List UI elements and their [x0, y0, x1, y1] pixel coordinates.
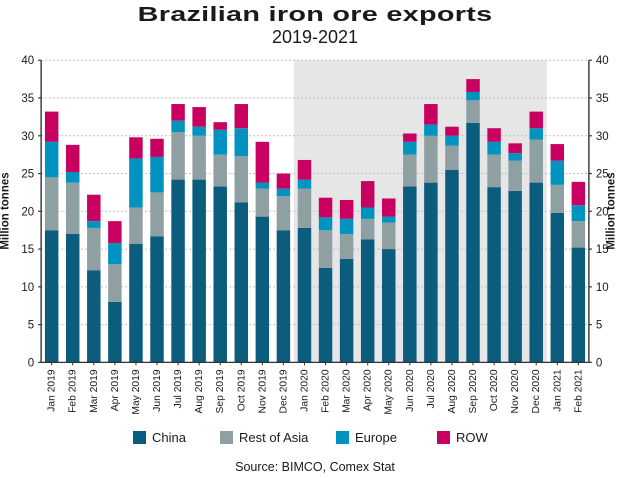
svg-text:Jan 2019: Jan 2019	[47, 369, 58, 412]
svg-text:Mar 2020: Mar 2020	[342, 369, 353, 413]
svg-text:35: 35	[21, 93, 34, 105]
svg-text:20: 20	[21, 206, 34, 218]
svg-text:15: 15	[21, 244, 34, 256]
svg-text:Feb 2019: Feb 2019	[68, 369, 79, 413]
svg-text:Nov 2020: Nov 2020	[510, 369, 521, 413]
svg-text:Jan 2021: Jan 2021	[552, 369, 563, 412]
svg-text:0: 0	[28, 357, 34, 369]
svg-text:40: 40	[21, 55, 34, 67]
svg-text:Oct 2019: Oct 2019	[236, 369, 247, 411]
svg-text:Aug 2020: Aug 2020	[447, 369, 458, 413]
svg-text:May 2019: May 2019	[131, 369, 142, 414]
svg-text:Aug 2019: Aug 2019	[194, 369, 205, 413]
svg-text:30: 30	[21, 131, 34, 143]
svg-text:Sep 2020: Sep 2020	[468, 369, 479, 413]
svg-text:Jul 2020: Jul 2020	[426, 369, 437, 408]
svg-text:Jan 2020: Jan 2020	[299, 369, 310, 412]
svg-text:10: 10	[21, 282, 34, 294]
svg-text:25: 25	[21, 169, 34, 181]
svg-text:5: 5	[596, 320, 602, 332]
svg-text:Oct 2020: Oct 2020	[489, 369, 500, 411]
svg-text:Apr 2020: Apr 2020	[363, 369, 374, 411]
svg-text:Jun 2020: Jun 2020	[405, 369, 416, 412]
svg-text:Feb 2020: Feb 2020	[321, 369, 332, 413]
svg-text:Feb 2021: Feb 2021	[573, 369, 584, 413]
svg-text:Mar 2019: Mar 2019	[89, 369, 100, 413]
svg-text:Dec 2019: Dec 2019	[278, 369, 289, 413]
svg-text:Jul 2019: Jul 2019	[173, 369, 184, 408]
svg-text:Apr 2019: Apr 2019	[110, 369, 121, 411]
svg-text:0: 0	[596, 357, 602, 369]
svg-text:Nov 2019: Nov 2019	[257, 369, 268, 413]
svg-text:May 2020: May 2020	[384, 369, 395, 414]
svg-text:Sep 2019: Sep 2019	[215, 369, 226, 413]
svg-text:5: 5	[28, 320, 34, 332]
svg-text:Jun 2019: Jun 2019	[152, 369, 163, 412]
svg-text:Dec 2020: Dec 2020	[531, 369, 542, 413]
